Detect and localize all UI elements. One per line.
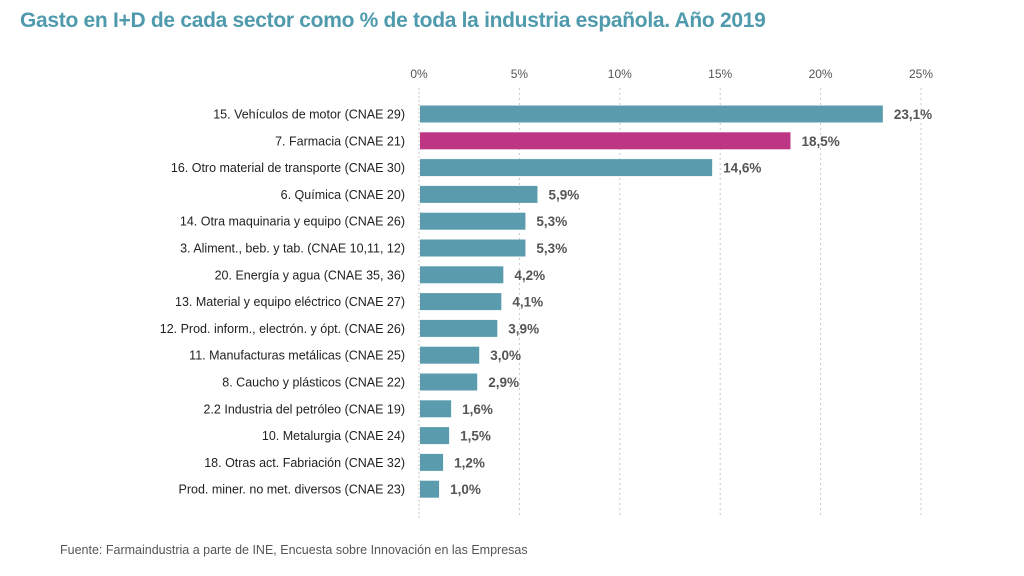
bar <box>420 159 713 177</box>
x-tick-label: 20% <box>809 67 833 81</box>
bar <box>420 185 538 203</box>
bar <box>420 346 480 364</box>
chart-title: Gasto en I+D de cada sector como % de to… <box>20 9 766 32</box>
category-label: 12. Prod. inform., electrón. y ópt. (CNA… <box>160 322 405 336</box>
bar <box>420 293 502 311</box>
bar <box>420 105 883 123</box>
category-label: 20. Energía y agua (CNAE 35, 36) <box>215 268 405 282</box>
value-label: 3,9% <box>508 321 539 336</box>
value-label: 5,3% <box>536 214 567 229</box>
category-label: 7. Farmacia (CNAE 21) <box>275 134 405 148</box>
category-label: 16. Otro material de transporte (CNAE 30… <box>171 161 405 175</box>
source-note: Fuente: Farmaindustria a parte de INE, E… <box>60 543 528 557</box>
bar <box>420 427 450 445</box>
value-label: 2,9% <box>488 375 519 390</box>
bars <box>420 105 883 498</box>
x-tick-label: 5% <box>511 67 529 81</box>
value-label: 3,0% <box>490 348 521 363</box>
category-label: 11. Manufacturas metálicas (CNAE 25) <box>189 349 405 363</box>
category-label: 3. Aliment., beb. y tab. (CNAE 10,11, 12… <box>180 242 405 256</box>
category-label: 10. Metalurgia (CNAE 24) <box>262 429 405 443</box>
bar <box>420 480 440 498</box>
x-tick-label: 0% <box>410 67 428 81</box>
category-label: 6. Química (CNAE 20) <box>281 188 405 202</box>
category-label: 14. Otra maquinaria y equipo (CNAE 26) <box>180 215 405 229</box>
bar <box>420 319 498 337</box>
value-label: 5,9% <box>548 187 579 202</box>
category-labels: 15. Vehículos de motor (CNAE 29) 7. Farma… <box>160 108 405 497</box>
value-label: 1,6% <box>462 402 493 417</box>
category-label: Prod. miner. no met. diversos (CNAE 23) <box>179 483 405 497</box>
value-label: 1,5% <box>460 429 491 444</box>
value-labels: 23,1% 18,5% 14,6% 5,9% 5,3% 5,3% 4,2% 4,1% 3,9% 3… <box>450 107 932 497</box>
x-tick-label: 10% <box>608 67 632 81</box>
value-label: 23,1% <box>894 107 932 122</box>
value-label: 1,2% <box>454 455 485 470</box>
x-tick-label: 15% <box>708 67 732 81</box>
value-label: 14,6% <box>723 161 761 176</box>
value-label: 4,1% <box>512 295 543 310</box>
category-label: 18. Otras act. Fabriación (CNAE 32) <box>204 456 405 470</box>
category-label: 13. Material y equipo eléctrico (CNAE 27… <box>175 295 405 309</box>
bar <box>420 266 504 284</box>
value-label: 18,5% <box>801 134 839 149</box>
bar <box>420 132 791 150</box>
bar <box>420 239 526 257</box>
x-axis-ticks: 0% 5% 10% 15% 20% 25% <box>410 67 933 81</box>
category-label: 8. Caucho y plásticos (CNAE 22) <box>222 376 405 390</box>
bar <box>420 373 478 391</box>
category-label: 15. Vehículos de motor (CNAE 29) <box>213 108 405 122</box>
bar <box>420 212 526 230</box>
bar <box>420 400 452 418</box>
x-tick-label: 25% <box>909 67 933 81</box>
category-label: 2.2 Industria del petróleo (CNAE 19) <box>204 402 406 416</box>
value-label: 4,2% <box>514 268 545 283</box>
value-label: 1,0% <box>450 482 481 497</box>
bar <box>420 453 444 471</box>
value-label: 5,3% <box>536 241 567 256</box>
